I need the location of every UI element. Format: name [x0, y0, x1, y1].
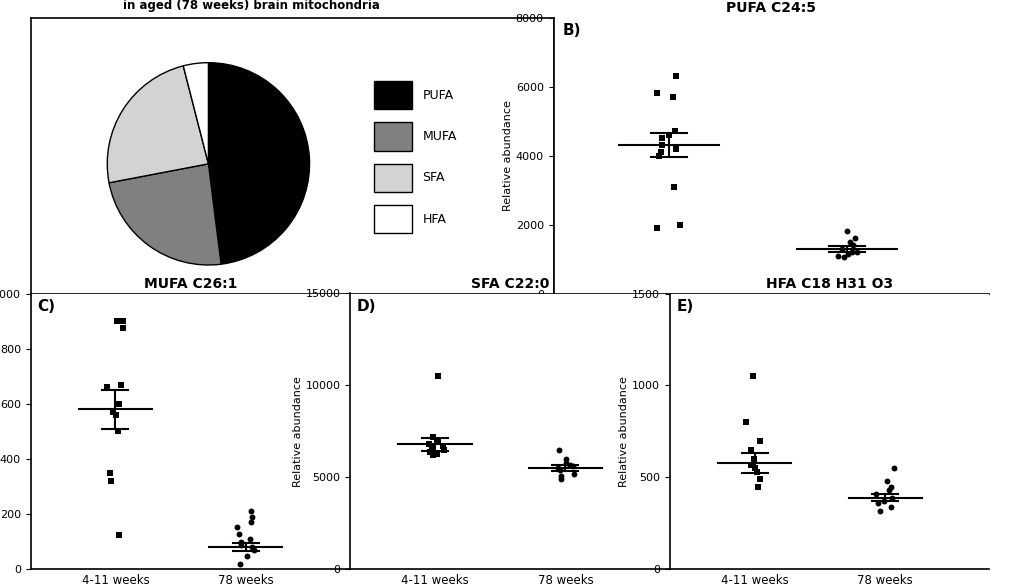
- Point: [745, 454, 761, 464]
- Point: [557, 454, 574, 464]
- Point: [667, 72, 684, 81]
- Point: [883, 493, 900, 502]
- Point: [829, 251, 846, 260]
- Point: [742, 460, 758, 469]
- Title: HFA C18 H31 O3: HFA C18 H31 O3: [765, 277, 893, 291]
- Title: SFA C22:0: SFA C22:0: [471, 277, 548, 291]
- Title: PUFA C24:5: PUFA C24:5: [726, 1, 815, 15]
- Point: [103, 477, 119, 486]
- Point: [841, 237, 857, 247]
- Point: [653, 134, 669, 143]
- Point: [435, 445, 451, 454]
- Point: [875, 497, 892, 506]
- Point: [429, 436, 445, 446]
- Point: [232, 537, 249, 546]
- Point: [229, 522, 246, 531]
- Point: [666, 144, 683, 153]
- Point: [110, 427, 126, 436]
- Point: [231, 559, 248, 569]
- Point: [238, 551, 255, 560]
- Point: [877, 477, 894, 486]
- Point: [879, 485, 896, 495]
- Point: [102, 468, 118, 478]
- Point: [233, 540, 250, 549]
- Point: [738, 417, 754, 427]
- Y-axis label: Relative abundance: Relative abundance: [292, 376, 303, 487]
- Point: [650, 151, 666, 160]
- Point: [243, 518, 259, 527]
- Point: [672, 220, 688, 230]
- Point: [424, 432, 440, 441]
- Point: [846, 234, 862, 243]
- Text: A)  Characterisation of the fatty acids that decrease in abundance
in aged (78 w: A) Characterisation of the fatty acids t…: [31, 0, 471, 12]
- Point: [551, 465, 568, 475]
- Text: E): E): [676, 299, 693, 314]
- Point: [561, 460, 578, 469]
- Point: [424, 443, 440, 453]
- Point: [552, 471, 569, 480]
- Point: [653, 140, 669, 150]
- Point: [751, 436, 767, 446]
- Point: [839, 227, 855, 236]
- Point: [243, 534, 259, 544]
- Point: [869, 498, 886, 508]
- Point: [549, 464, 566, 473]
- Point: [840, 249, 856, 258]
- Point: [243, 507, 259, 516]
- Point: [111, 399, 127, 409]
- Point: [844, 248, 860, 257]
- Point: [99, 383, 115, 392]
- Point: [107, 410, 123, 420]
- Point: [749, 482, 765, 491]
- Point: [550, 445, 567, 454]
- Text: B): B): [561, 23, 580, 38]
- Point: [849, 248, 865, 257]
- Point: [660, 130, 677, 140]
- Point: [113, 380, 129, 389]
- Point: [835, 252, 851, 262]
- Point: [114, 316, 130, 326]
- Point: [742, 445, 758, 454]
- Point: [746, 464, 762, 473]
- Text: D): D): [357, 299, 376, 314]
- Point: [565, 462, 581, 471]
- Point: [244, 542, 260, 552]
- Point: [652, 147, 668, 157]
- Text: C): C): [37, 299, 55, 314]
- Point: [665, 182, 682, 191]
- Point: [648, 89, 664, 98]
- Point: [429, 372, 445, 381]
- Point: [105, 407, 121, 417]
- Point: [882, 502, 899, 511]
- Point: [420, 440, 436, 449]
- Point: [111, 530, 127, 539]
- Point: [109, 316, 125, 326]
- Point: [867, 490, 883, 499]
- Y-axis label: Relative abundance: Relative abundance: [502, 100, 513, 211]
- Point: [881, 482, 898, 491]
- Title: MUFA C26:1: MUFA C26:1: [144, 277, 236, 291]
- Point: [244, 512, 260, 522]
- Point: [844, 241, 860, 250]
- Point: [870, 506, 887, 515]
- Point: [666, 127, 683, 136]
- Point: [648, 223, 664, 232]
- Point: [748, 467, 764, 477]
- Y-axis label: Relative abundance: Relative abundance: [619, 376, 629, 487]
- Point: [751, 474, 767, 484]
- Point: [566, 469, 582, 478]
- Point: [884, 464, 901, 473]
- Point: [435, 441, 451, 451]
- Point: [246, 545, 262, 555]
- Point: [744, 372, 760, 381]
- Point: [663, 92, 680, 102]
- Point: [425, 451, 441, 460]
- Point: [230, 529, 247, 538]
- Point: [428, 449, 444, 458]
- Point: [422, 447, 438, 456]
- Point: [833, 244, 849, 254]
- Point: [552, 474, 569, 484]
- Point: [114, 323, 130, 333]
- Point: [557, 458, 574, 467]
